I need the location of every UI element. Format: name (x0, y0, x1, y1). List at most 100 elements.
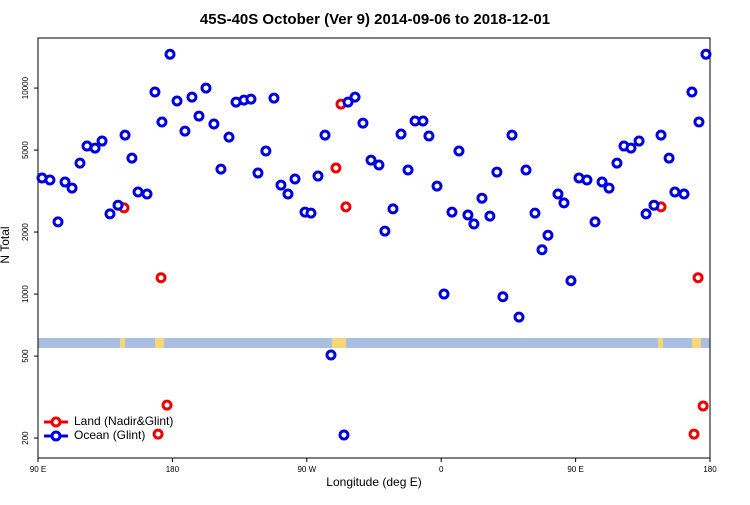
point (268, 92, 280, 104)
point (119, 129, 131, 141)
point (74, 157, 86, 169)
point (342, 96, 354, 108)
point (431, 180, 443, 192)
point (379, 225, 391, 237)
point (589, 216, 601, 228)
y-tick-label: 2000 (21, 223, 30, 241)
y-tick-label: 1000 (21, 285, 30, 303)
point (395, 128, 407, 140)
point (693, 116, 705, 128)
point (581, 174, 593, 186)
legend-marker (50, 430, 62, 442)
point (648, 199, 660, 211)
y-axis-label: N Total (0, 226, 12, 263)
point (104, 208, 116, 220)
legend-label: Land (Nadir&Glint) (74, 414, 173, 428)
legend-marker (50, 416, 62, 428)
y-tick-label: 200 (21, 431, 30, 445)
point (700, 48, 712, 60)
point (289, 173, 301, 185)
point (338, 429, 350, 441)
point (208, 118, 220, 130)
point (686, 86, 698, 98)
point (282, 188, 294, 200)
point (171, 95, 183, 107)
point (89, 142, 101, 154)
point (558, 197, 570, 209)
point (506, 129, 518, 141)
land-mask-band (38, 338, 710, 348)
point (215, 163, 227, 175)
point (179, 125, 191, 137)
point (373, 159, 385, 171)
point (468, 218, 480, 230)
point (66, 182, 78, 194)
point (161, 399, 173, 411)
point (319, 129, 331, 141)
x-tick-label: 0 (439, 465, 444, 474)
point (596, 176, 608, 188)
point (625, 142, 637, 154)
point (536, 244, 548, 256)
point (312, 170, 324, 182)
point (245, 93, 257, 105)
point (132, 186, 144, 198)
point (387, 203, 399, 215)
point (669, 186, 681, 198)
point (193, 110, 205, 122)
point (365, 154, 377, 166)
x-axis-label: Longitude (deg E) (326, 475, 421, 489)
point (688, 428, 700, 440)
point (417, 115, 429, 127)
chart-title: 45S-40S October (Ver 9) 2014-09-06 to 20… (200, 11, 550, 28)
point (330, 162, 342, 174)
point (59, 176, 71, 188)
point (423, 130, 435, 142)
point (223, 131, 235, 143)
y-tick-label: 5000 (21, 141, 30, 159)
point (663, 152, 675, 164)
point (633, 135, 645, 147)
point (678, 188, 690, 200)
point (141, 188, 153, 200)
point (340, 201, 352, 213)
point (44, 174, 56, 186)
point (446, 206, 458, 218)
point (513, 311, 525, 323)
point (402, 164, 414, 176)
point (565, 275, 577, 287)
point (152, 428, 164, 440)
y-tick-label: 500 (21, 349, 30, 363)
point (252, 167, 264, 179)
point (96, 135, 108, 147)
point (357, 117, 369, 129)
point (603, 182, 615, 194)
x-tick-label: 90 E (30, 465, 46, 474)
x-tick-label: 90 E (567, 465, 583, 474)
point (438, 288, 450, 300)
point (453, 145, 465, 157)
point (325, 349, 337, 361)
point (52, 216, 64, 228)
point (155, 272, 167, 284)
point (260, 145, 272, 157)
point (275, 179, 287, 191)
point (126, 152, 138, 164)
point (186, 91, 198, 103)
point (149, 86, 161, 98)
point (349, 91, 361, 103)
plot-frame (37, 37, 711, 459)
x-tick-label: 90 W (297, 465, 316, 474)
point (640, 208, 652, 220)
point (491, 166, 503, 178)
point (156, 116, 168, 128)
point (542, 229, 554, 241)
point (697, 400, 709, 412)
x-tick-label: 180 (166, 465, 180, 474)
point (476, 192, 488, 204)
point (520, 164, 532, 176)
point (305, 207, 317, 219)
point (484, 210, 496, 222)
